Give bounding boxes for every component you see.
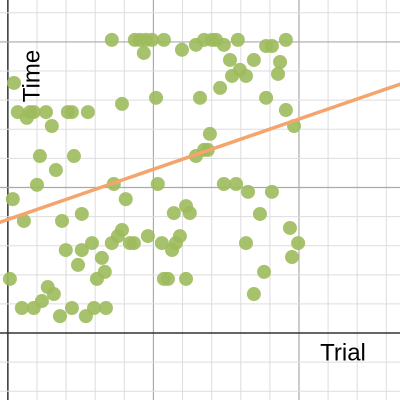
point xyxy=(246,52,261,67)
point xyxy=(160,271,175,286)
point xyxy=(149,90,164,105)
point xyxy=(74,243,89,258)
point xyxy=(238,68,253,83)
point xyxy=(273,55,288,70)
point xyxy=(97,264,112,279)
point xyxy=(166,206,181,221)
point xyxy=(202,126,217,141)
point xyxy=(84,236,99,251)
point xyxy=(259,90,274,105)
point xyxy=(216,37,231,52)
point xyxy=(136,45,151,60)
point xyxy=(257,264,272,279)
point xyxy=(241,184,256,199)
point xyxy=(94,250,109,265)
point xyxy=(154,236,169,251)
point xyxy=(238,236,253,251)
point xyxy=(5,192,20,207)
point xyxy=(225,68,240,83)
point xyxy=(174,42,189,57)
point xyxy=(118,192,133,207)
point xyxy=(278,103,293,118)
point xyxy=(52,309,67,324)
point xyxy=(80,105,95,120)
point xyxy=(71,257,86,272)
point xyxy=(156,32,171,47)
point xyxy=(114,96,129,111)
point xyxy=(150,176,165,191)
point xyxy=(44,119,59,134)
point xyxy=(32,149,47,164)
point xyxy=(87,301,102,316)
point xyxy=(193,90,207,105)
point xyxy=(284,250,299,265)
point xyxy=(252,206,267,221)
point xyxy=(2,271,17,286)
point xyxy=(66,149,81,164)
point xyxy=(64,105,79,120)
point xyxy=(213,80,228,95)
point xyxy=(216,176,231,191)
point xyxy=(179,271,194,286)
point xyxy=(64,301,79,316)
point xyxy=(58,243,73,258)
point xyxy=(98,301,113,316)
point xyxy=(38,105,53,120)
point xyxy=(165,243,180,258)
point xyxy=(104,32,119,47)
x-axis-label: Trial xyxy=(320,339,366,366)
trend-line xyxy=(0,82,400,224)
point xyxy=(46,287,61,302)
point xyxy=(182,206,197,221)
point xyxy=(144,32,159,47)
point xyxy=(229,176,244,191)
point xyxy=(291,236,306,251)
point xyxy=(110,229,125,244)
point xyxy=(29,177,44,192)
point xyxy=(34,294,49,309)
point xyxy=(74,206,89,221)
point xyxy=(6,75,21,90)
point xyxy=(172,229,187,244)
point xyxy=(246,287,261,302)
point xyxy=(16,213,31,228)
point xyxy=(264,184,279,199)
point xyxy=(26,105,41,120)
marks xyxy=(0,32,400,324)
point xyxy=(48,163,63,178)
point xyxy=(14,301,29,316)
point xyxy=(140,229,155,244)
point xyxy=(278,32,293,47)
point xyxy=(282,220,297,235)
point xyxy=(264,38,279,53)
point xyxy=(126,236,141,251)
point xyxy=(230,32,245,47)
point xyxy=(55,213,70,228)
y-axis-label: Time xyxy=(18,50,45,102)
point xyxy=(271,66,286,81)
point xyxy=(222,52,237,67)
